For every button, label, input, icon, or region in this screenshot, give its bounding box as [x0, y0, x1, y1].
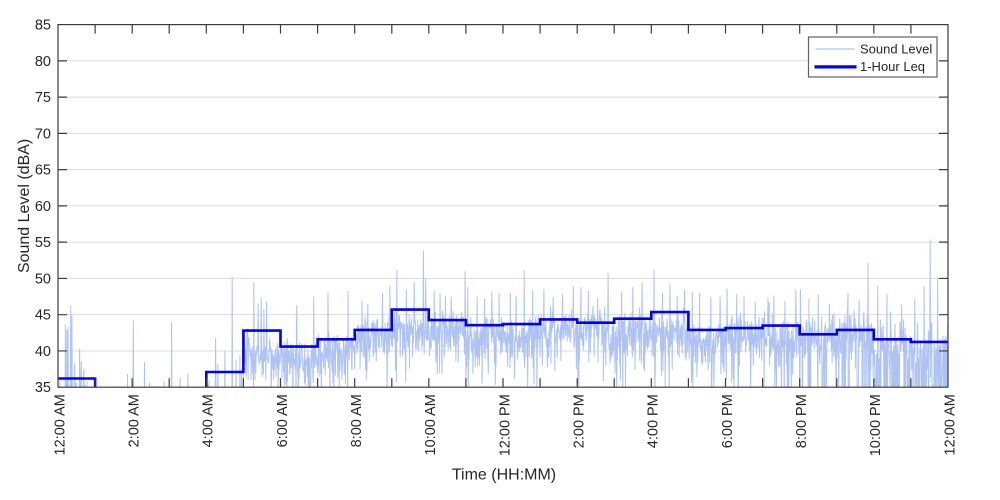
- svg-text:60: 60: [35, 199, 51, 215]
- svg-text:12:00 AM: 12:00 AM: [52, 394, 68, 455]
- svg-text:65: 65: [35, 163, 51, 179]
- svg-text:80: 80: [35, 54, 51, 70]
- svg-text:1-Hour Leq: 1-Hour Leq: [860, 59, 925, 74]
- svg-text:8:00 AM: 8:00 AM: [349, 394, 365, 447]
- svg-text:55: 55: [35, 235, 51, 251]
- svg-text:75: 75: [35, 90, 51, 106]
- svg-text:35: 35: [35, 380, 51, 396]
- svg-text:6:00 AM: 6:00 AM: [275, 394, 291, 447]
- svg-text:10:00 PM: 10:00 PM: [868, 394, 884, 456]
- svg-text:85: 85: [35, 18, 51, 34]
- svg-text:8:00 PM: 8:00 PM: [794, 394, 810, 448]
- svg-text:Sound Level (dBA): Sound Level (dBA): [16, 139, 33, 273]
- svg-text:4:00 PM: 4:00 PM: [646, 394, 662, 448]
- svg-text:2:00 PM: 2:00 PM: [572, 394, 588, 448]
- svg-text:2:00 AM: 2:00 AM: [127, 394, 143, 447]
- svg-text:40: 40: [35, 344, 51, 360]
- svg-text:4:00 AM: 4:00 AM: [201, 394, 217, 447]
- svg-text:12:00 PM: 12:00 PM: [497, 394, 513, 456]
- svg-text:50: 50: [35, 271, 51, 287]
- svg-text:12:00 AM: 12:00 AM: [942, 394, 958, 455]
- svg-text:10:00 AM: 10:00 AM: [423, 394, 439, 455]
- svg-text:6:00 PM: 6:00 PM: [720, 394, 736, 448]
- svg-text:Time (HH:MM): Time (HH:MM): [452, 467, 556, 484]
- svg-text:Sound Level: Sound Level: [860, 41, 932, 56]
- svg-text:45: 45: [35, 308, 51, 324]
- svg-text:70: 70: [35, 126, 51, 142]
